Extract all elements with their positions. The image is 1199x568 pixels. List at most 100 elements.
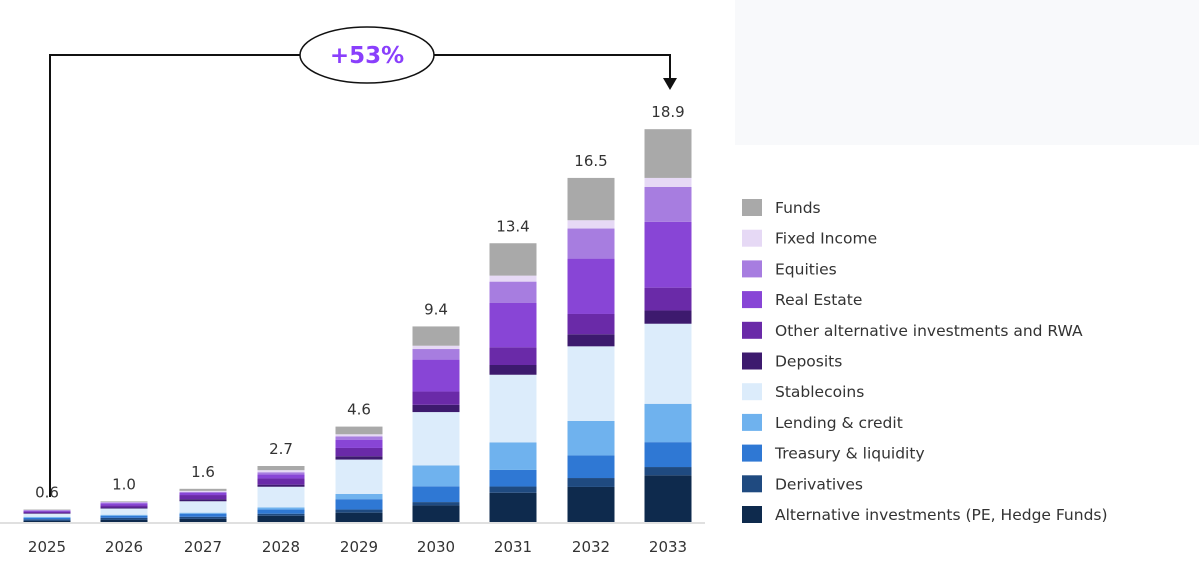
bar-segment-2026-7	[100, 503, 148, 506]
legend-label: Lending & credit	[775, 414, 903, 432]
bar-segment-2028-8	[257, 472, 305, 475]
bar-segment-2032-3	[567, 420, 615, 456]
bar-segment-2026-2	[100, 515, 148, 518]
legend-label: Derivatives	[775, 475, 863, 493]
bar-segment-2030-2	[412, 486, 460, 503]
bar-segment-2028-1	[257, 513, 305, 516]
bar-segment-2028-3	[257, 507, 305, 510]
bar-segment-2033-8	[644, 186, 692, 222]
bar-segment-2033-2	[644, 442, 692, 468]
legend-item: Deposits	[742, 352, 842, 371]
bar-segment-2029-8	[335, 436, 383, 440]
bar-segment-2032-1	[567, 478, 615, 487]
bar-segment-2031-5	[489, 364, 537, 375]
bar-segment-2028-6	[257, 478, 305, 485]
total-label: 2.7	[269, 440, 293, 458]
legend-label: Other alternative investments and RWA	[775, 322, 1083, 340]
bar-segment-2025-4	[23, 513, 71, 517]
bar-segment-2033-1	[644, 467, 692, 476]
legend-item: Funds	[742, 199, 821, 217]
total-label: 1.6	[191, 463, 215, 481]
bar-segment-2025-2	[23, 517, 71, 520]
bar-segment-2026-0	[100, 519, 148, 522]
legend-item: Derivatives	[742, 475, 863, 493]
bar-segment-2031-0	[489, 492, 537, 522]
legend-swatch	[742, 260, 762, 278]
bar-segment-2026-1	[100, 517, 148, 520]
bar-segment-2032-9	[567, 220, 615, 229]
bar-segment-2027-5	[179, 499, 227, 502]
bar-segment-2027-9	[179, 490, 227, 492]
bar-segment-2029-3	[335, 494, 383, 500]
total-label: 0.6	[35, 484, 59, 502]
bar-segment-2025-0	[23, 520, 71, 522]
bar-segment-2027-10	[179, 488, 227, 491]
bar-segment-2025-7	[23, 510, 71, 512]
bar-segment-2033-6	[644, 287, 692, 311]
x-tick-label: 2026	[105, 538, 143, 556]
x-tick-label: 2028	[262, 538, 300, 556]
x-tick-label: 2027	[184, 538, 222, 556]
bracket-line	[49, 54, 671, 497]
total-label: 9.4	[424, 300, 448, 318]
x-axis-ticks: 2025 2026 2027 2028 2029 2030 2031 2032 2033	[28, 538, 687, 556]
bar-segment-2026-8	[100, 502, 148, 504]
total-label: 16.5	[574, 152, 607, 170]
x-tick-label: 2032	[572, 538, 610, 556]
bar-segment-2026-3	[100, 514, 148, 516]
bar-segment-2030-5	[412, 404, 460, 413]
bar-segment-2029-4	[335, 459, 383, 495]
bar-segment-2031-3	[489, 442, 537, 470]
legend: Funds Fixed Income Equities Real Estate Othe…	[742, 199, 1108, 524]
bar-segment-2028-5	[257, 484, 305, 487]
bar-segment-2030-7	[412, 359, 460, 392]
bar-segment-2027-6	[179, 495, 227, 500]
background-panel	[735, 0, 1199, 145]
bar-segment-2032-8	[567, 228, 615, 259]
legend-swatch	[742, 444, 762, 462]
legend-label: Funds	[775, 199, 821, 217]
legend-item: Treasury & liquidity	[742, 444, 925, 463]
legend-item: Equities	[742, 260, 837, 278]
x-tick-label: 2029	[340, 538, 378, 556]
bar-segment-2032-2	[567, 455, 615, 479]
bar-segment-2025-3	[23, 516, 71, 518]
bar-segment-2026-10	[100, 501, 148, 502]
bar-segment-2029-10	[335, 426, 383, 435]
bar-segment-2027-4	[179, 501, 227, 513]
bar-segment-2030-0	[412, 505, 460, 522]
bar-segment-2026-9	[100, 501, 148, 503]
legend-swatch	[742, 413, 762, 431]
total-label: 18.9	[651, 103, 684, 121]
bar-segment-2031-10	[489, 243, 537, 276]
x-tick-label: 2030	[417, 538, 455, 556]
bar-segment-2028-0	[257, 515, 305, 522]
legend-item: Alternative investments (PE, Hedge Funds…	[742, 506, 1108, 524]
bar-segment-2025-5	[23, 513, 71, 514]
bar-segment-2033-10	[644, 129, 692, 178]
total-label: 13.4	[496, 217, 529, 235]
legend-label: Deposits	[775, 353, 842, 371]
bar-segment-2033-7	[644, 221, 692, 288]
legend-label: Fixed Income	[775, 230, 877, 248]
annotation-ellipse	[299, 26, 435, 84]
bar-segment-2029-5	[335, 456, 383, 460]
legend-swatch	[742, 475, 762, 493]
bar-segment-2032-10	[567, 177, 615, 221]
bar-segment-2033-0	[644, 475, 692, 522]
bar-segment-2030-4	[412, 412, 460, 466]
bar-segment-2028-2	[257, 509, 305, 514]
x-tick-label: 2031	[494, 538, 532, 556]
bar-segment-2028-4	[257, 486, 305, 508]
bar-segment-2033-9	[644, 177, 692, 187]
growth-annotation: +53%	[49, 26, 677, 497]
bar-segment-2030-1	[412, 502, 460, 506]
bar-segment-2030-10	[412, 326, 460, 346]
bar-segment-2027-3	[179, 512, 227, 514]
legend-swatch	[742, 506, 762, 523]
bar-segment-2031-7	[489, 302, 537, 348]
bar-segment-2029-7	[335, 439, 383, 448]
bar-segment-2029-1	[335, 509, 383, 513]
bar-segment-2031-1	[489, 486, 537, 493]
